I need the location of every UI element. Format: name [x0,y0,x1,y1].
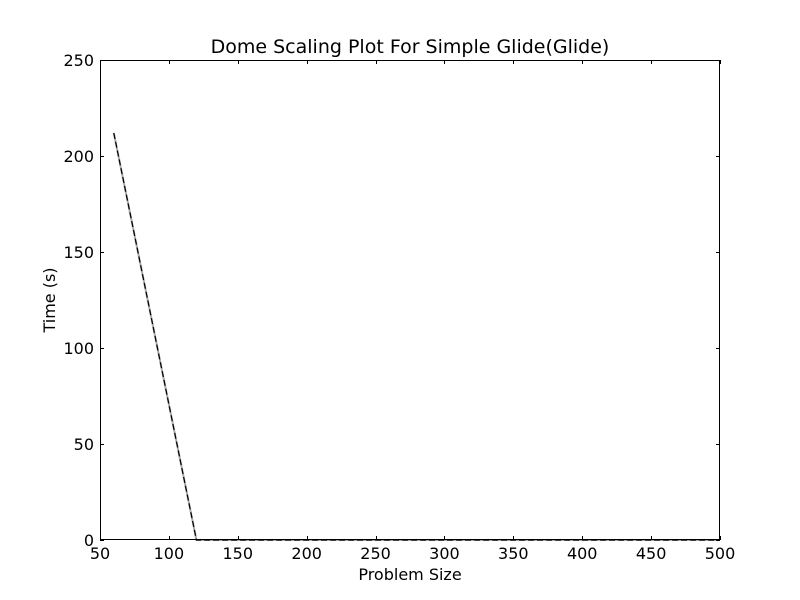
x-axis-label: Problem Size [358,565,461,584]
x-tick-label: 350 [498,544,529,563]
x-tick-label: 150 [223,544,254,563]
ticks-layer: 50 100 150 200 250 300 350 400 450 50005010015020… [63,51,735,563]
y-tick-label: 0 [84,531,94,550]
x-tick-label: 300 [429,544,460,563]
x-tick-label: 50 [90,544,110,563]
x-tick-label: 400 [567,544,598,563]
y-tick-label: 100 [63,339,94,358]
y-axis-label: Time (s) [40,267,59,333]
x-tick-label: 200 [291,544,322,563]
data-layer [112,132,720,541]
y-tick-label: 50 [74,435,94,454]
series-0-line [112,132,720,541]
y-tick-label: 150 [63,243,94,262]
plot-frame [100,60,720,540]
chart-title: Dome Scaling Plot For Simple Glide(Glide… [211,36,610,58]
x-tick-label: 100 [154,544,185,563]
x-tick-label: 450 [636,544,667,563]
x-tick-label: 500 [705,544,736,563]
y-tick-label: 200 [63,147,94,166]
x-tick-label: 250 [360,544,391,563]
y-tick-label: 250 [63,51,94,70]
series-0-dashed-line [113,132,720,541]
